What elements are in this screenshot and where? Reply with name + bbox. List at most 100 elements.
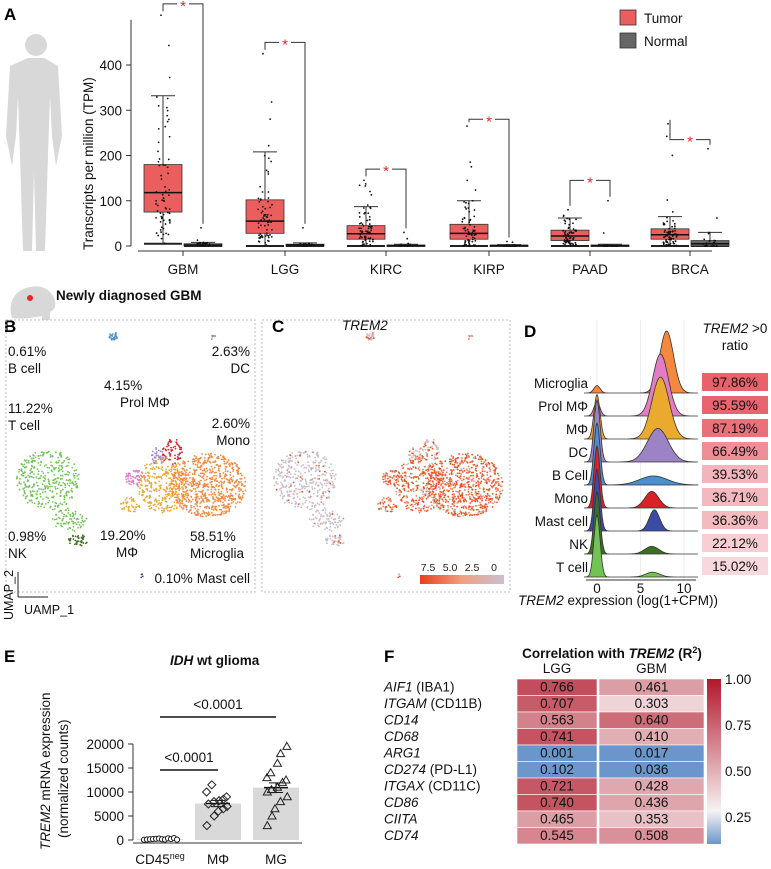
umap-point-t-cell bbox=[67, 511, 70, 514]
umap-trem2-point bbox=[487, 498, 490, 500]
umap-point-t-cell bbox=[54, 478, 57, 480]
umap-point-t-cell bbox=[59, 474, 62, 477]
ratio-value: 22.12% bbox=[712, 536, 758, 551]
umap-point-microglia bbox=[185, 469, 188, 472]
heatmap-cell-value: 0.017 bbox=[635, 746, 669, 761]
data-point-diamond bbox=[201, 787, 212, 797]
umap-trem2-point bbox=[295, 477, 298, 480]
umap-point-microglia bbox=[218, 494, 221, 497]
umap-trem2-point bbox=[419, 509, 422, 512]
umap-trem2-point bbox=[452, 510, 455, 513]
umap-trem2-point bbox=[451, 488, 454, 490]
umap-point-microglia bbox=[178, 479, 181, 482]
umap-point-microglia bbox=[201, 500, 203, 503]
tumor-point bbox=[367, 237, 370, 240]
umap-point-t-cell bbox=[67, 474, 70, 476]
umap-trem2-point bbox=[422, 475, 425, 477]
tumor-point bbox=[466, 125, 468, 127]
tumor-point bbox=[265, 244, 268, 246]
ratio-cell bbox=[702, 488, 768, 506]
umap-point-prol-m- bbox=[127, 476, 129, 478]
umap-trem2-point bbox=[306, 453, 309, 456]
y-tick-label: 0 bbox=[114, 239, 122, 254]
tumor-point bbox=[368, 223, 371, 225]
umap-point-t-cell bbox=[68, 521, 71, 524]
umap-trem2-point bbox=[370, 338, 373, 341]
umap-trem2-point bbox=[320, 498, 323, 501]
ratio-value: 87.19% bbox=[712, 421, 758, 436]
umap-point-microglia bbox=[244, 485, 246, 487]
umap-point-t-cell bbox=[45, 464, 48, 466]
umap-point-microglia bbox=[206, 475, 208, 478]
umap-trem2-point bbox=[468, 456, 470, 459]
tumor-point bbox=[260, 211, 263, 214]
umap-trem2-point bbox=[318, 477, 321, 480]
tumor-point bbox=[468, 233, 471, 236]
umap-trem2-point bbox=[467, 338, 470, 341]
umap-trem2-point bbox=[458, 498, 461, 500]
umap-trem2-point bbox=[435, 473, 437, 476]
tumor-point bbox=[267, 197, 270, 199]
umap-point-m- bbox=[138, 506, 141, 509]
umap-trem2-point bbox=[475, 494, 478, 497]
umap-trem2-point bbox=[320, 522, 323, 525]
umap-point-m- bbox=[130, 496, 133, 499]
umap-point-microglia bbox=[224, 468, 227, 470]
umap-trem2-point bbox=[281, 497, 284, 500]
umap-point-t-cell bbox=[23, 489, 26, 492]
umap-trem2-point bbox=[284, 461, 287, 464]
umap-point-microglia bbox=[216, 497, 219, 499]
umap-point-m- bbox=[161, 474, 164, 477]
umap-point-t-cell bbox=[74, 521, 76, 524]
umap-trem2-point bbox=[419, 488, 422, 491]
umap-point-m- bbox=[167, 473, 170, 475]
umap-point-microglia bbox=[221, 455, 224, 458]
umap-trem2-point bbox=[476, 454, 479, 457]
umap-point-t-cell bbox=[67, 490, 70, 493]
umap-point-t-cell bbox=[20, 483, 22, 485]
umap-trem2-point bbox=[458, 512, 461, 515]
legend-label-normal: Normal bbox=[644, 34, 688, 49]
umap-point-mono bbox=[168, 440, 171, 443]
umap-trem2-point bbox=[501, 485, 503, 487]
umap-point-microglia bbox=[219, 480, 222, 483]
umap-trem2-point bbox=[398, 493, 401, 496]
umap-point-t-cell bbox=[53, 518, 56, 521]
umap-point-m- bbox=[144, 464, 146, 467]
bracket-gap bbox=[279, 40, 291, 45]
umap-point-t-cell bbox=[27, 479, 30, 482]
umap-trem2-point bbox=[393, 482, 396, 485]
umap-point-m- bbox=[166, 506, 169, 509]
umap-trem2-point bbox=[403, 495, 405, 498]
umap-trem2-point bbox=[308, 491, 311, 493]
data-point-triangle bbox=[262, 820, 273, 830]
panel-e-title: IDH wt glioma bbox=[170, 653, 260, 668]
normal-point bbox=[602, 232, 605, 234]
umap-point-microglia bbox=[212, 508, 215, 511]
umap-trem2-point bbox=[325, 496, 328, 499]
umap-point-m- bbox=[170, 506, 173, 509]
umap-point-microglia bbox=[198, 482, 201, 484]
umap-point-microglia bbox=[244, 480, 247, 483]
tumor-point bbox=[367, 227, 370, 230]
tumor-point bbox=[264, 241, 267, 244]
umap-point-microglia bbox=[188, 510, 191, 512]
umap-point-t-cell bbox=[23, 459, 26, 462]
umap-point-t-cell bbox=[85, 517, 88, 520]
umap-point-microglia bbox=[227, 503, 230, 506]
umap-trem2-point bbox=[415, 499, 417, 502]
umap-point-t-cell bbox=[44, 488, 47, 490]
tumor-point bbox=[364, 183, 367, 185]
umap-trem2-point bbox=[440, 495, 443, 498]
umap-trem2-point bbox=[368, 333, 371, 335]
umap-trem2-point bbox=[316, 453, 319, 455]
umap-point-m- bbox=[127, 509, 130, 512]
umap-trem2-point bbox=[460, 457, 463, 459]
normal-point bbox=[200, 227, 202, 229]
normal-point bbox=[406, 237, 409, 240]
umap-point-microglia bbox=[193, 458, 196, 461]
umap-trem2-point bbox=[469, 335, 472, 337]
umap-point-t-cell bbox=[51, 491, 54, 493]
umap-point-t-cell bbox=[44, 490, 47, 493]
normal-point bbox=[206, 241, 209, 244]
